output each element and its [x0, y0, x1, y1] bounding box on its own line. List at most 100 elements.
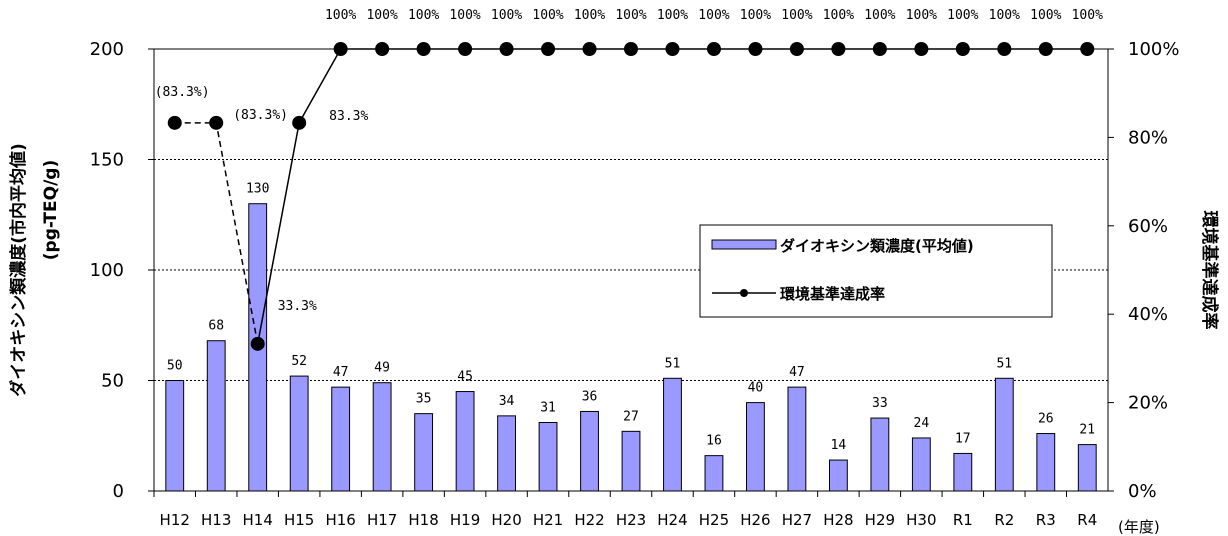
bar [538, 421, 558, 492]
bar [414, 413, 434, 492]
x-tick-label: H15 [284, 511, 314, 529]
rate-top-label: 100% [657, 8, 688, 23]
x-tick-label: H17 [367, 511, 397, 529]
rate-top-label: 100% [1072, 8, 1103, 23]
right-tick-label: 60% [1128, 216, 1168, 237]
bar-value-label: 33 [872, 396, 888, 411]
x-tick-label: H30 [906, 511, 936, 529]
rate-point-label: (83.3%) [155, 85, 210, 100]
bar-value-label: 130 [246, 182, 269, 197]
left-tick-label: 50 [101, 371, 124, 392]
bar [455, 391, 475, 492]
bar-value-label: 45 [457, 370, 473, 385]
bar [497, 415, 516, 492]
x-tick-label: R4 [1077, 511, 1097, 529]
rate-line-dashed [174, 122, 259, 344]
x-tick-label: H29 [865, 511, 895, 529]
bar-value-label: 68 [208, 319, 224, 334]
rate-top-label: 100% [864, 8, 895, 23]
right-tick-label: 0% [1128, 481, 1157, 502]
rate-top-label: 100% [906, 8, 937, 23]
left-tick-label: 200 [90, 39, 124, 60]
bar [704, 455, 724, 492]
data-labels: 50 68 130 52 47 49 35 45 34 31 36 27 51 16 40 47 14 33 24 1… [155, 8, 1103, 453]
rate-point-label: 83.3% [329, 109, 368, 124]
bar-value-label: 47 [333, 365, 349, 380]
x-tick-label: H22 [574, 511, 604, 529]
rate-top-label: 100% [947, 8, 978, 23]
rate-top-label: 100% [989, 8, 1020, 23]
x-tick-label: R3 [1036, 511, 1056, 529]
x-tick-label: H18 [408, 511, 438, 529]
left-tick-label: 150 [90, 150, 124, 171]
rate-top-label: 100% [823, 8, 854, 23]
bar [1077, 444, 1097, 492]
bar [165, 380, 185, 492]
rate-top-label: 100% [449, 8, 480, 23]
bar [1036, 433, 1056, 492]
bar-value-label: 49 [374, 361, 390, 376]
rate-point [167, 115, 182, 130]
bar [787, 386, 807, 492]
x-tick-label: H13 [201, 511, 231, 529]
bar [372, 382, 392, 492]
bar-value-label: 24 [914, 416, 930, 431]
right-tick-label: 100% [1128, 39, 1179, 60]
x-tick-label: H12 [160, 511, 190, 529]
rate-point [209, 115, 224, 130]
rate-top-label: 100% [740, 8, 771, 23]
bar [870, 417, 890, 492]
x-axis-unit: (年度) [1118, 518, 1160, 536]
rate-top-label: 100% [325, 8, 356, 23]
bar-value-label: 40 [748, 381, 764, 396]
left-axis-title: ダイオキシン類濃度(市内平均値) [8, 143, 29, 397]
x-tick-label: H24 [657, 511, 687, 529]
bar-value-label: 31 [540, 400, 556, 415]
bar-value-label: 47 [789, 365, 805, 380]
rate-top-label: 100% [781, 8, 812, 23]
right-tick-label: 20% [1128, 393, 1168, 414]
bar [994, 377, 1014, 492]
rate-point-label: 33.3% [278, 299, 317, 314]
bar-value-label: 27 [623, 409, 639, 424]
bar-value-label: 17 [955, 431, 971, 446]
legend-bar-swatch [711, 239, 777, 250]
x-tick-label: R1 [953, 511, 973, 529]
bar [828, 459, 848, 492]
rate-top-label: 100% [615, 8, 646, 23]
axes: 0 50 100 150 200 0% 20% 40% 60% 80% 100% H12 H13 H14 H… [90, 39, 1180, 529]
bar [953, 452, 973, 492]
right-tick-label: 80% [1128, 127, 1168, 148]
rate-top-label: 100% [574, 8, 605, 23]
x-tick-label: H25 [699, 511, 729, 529]
legend-bar-label: ダイオキシン類濃度(平均値) [780, 237, 974, 255]
rate-top-label: 100% [408, 8, 439, 23]
bar [663, 377, 682, 492]
x-tick-label: H28 [823, 511, 853, 529]
rate-point [250, 336, 265, 351]
bar-value-label: 16 [706, 434, 722, 449]
bar [331, 386, 351, 492]
bar-value-label: 34 [499, 394, 515, 409]
legend-line-marker [740, 289, 748, 297]
rate-point-label: (83.3%) [233, 108, 288, 123]
x-tick-label: H20 [491, 511, 521, 529]
left-tick-label: 0 [113, 481, 124, 502]
bar-value-label: 21 [1079, 423, 1095, 438]
x-tick-label: R2 [994, 511, 1014, 529]
bar-value-label: 50 [167, 359, 183, 374]
legend: ダイオキシン類濃度(平均値) 環境基準達成率 [699, 224, 1053, 318]
bar-value-label: 14 [831, 438, 847, 453]
rate-point [292, 115, 307, 130]
rate-top-label: 100% [1030, 8, 1061, 23]
bar-value-label: 36 [582, 389, 598, 404]
bar-value-label: 26 [1038, 412, 1054, 427]
legend-line-label: 環境基準達成率 [780, 285, 885, 303]
bar-series [165, 203, 1097, 492]
x-tick-label: H23 [616, 511, 646, 529]
bar-value-label: 51 [996, 356, 1012, 371]
bar [580, 410, 599, 492]
bar [206, 340, 226, 492]
right-tick-label: 40% [1128, 304, 1168, 325]
x-tick-label: H21 [533, 511, 563, 529]
